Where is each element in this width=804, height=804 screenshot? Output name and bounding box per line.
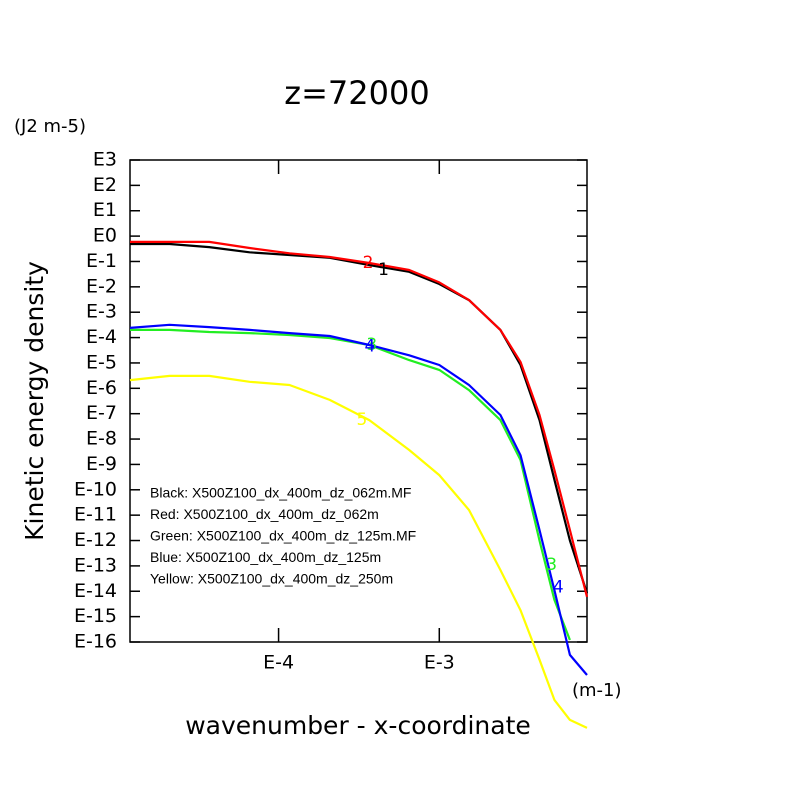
curve-label: 5 <box>356 410 367 430</box>
y-tick-label: E-9 <box>86 453 117 475</box>
series-line <box>130 328 571 641</box>
legend-entry: Green: X500Z100_dx_400m_dz_125m.MF <box>150 528 416 544</box>
y-tick-label: E1 <box>93 199 117 221</box>
curve-label: 4 <box>553 578 564 598</box>
y-tick-label: E-15 <box>74 605 117 627</box>
y-tick-label: E-2 <box>86 275 117 297</box>
y-tick-label: E-12 <box>74 529 117 551</box>
x-tick-label: E-4 <box>263 652 294 674</box>
curve-label: 2 <box>363 253 374 273</box>
y-tick-label: E-10 <box>74 478 117 500</box>
series-line <box>129 374 588 729</box>
y-tick-label: E-3 <box>86 301 117 323</box>
legend-entry: Yellow: X500Z100_dx_400m_dz_250m <box>150 571 393 587</box>
curve-label: 4 <box>364 336 375 356</box>
y-tick-label: E-14 <box>74 580 117 602</box>
y-tick-label: E-16 <box>74 631 117 653</box>
legend-entry: Red: X500Z100_dx_400m_dz_062m <box>150 506 379 522</box>
series-line <box>130 242 589 594</box>
x-tick-label: E-3 <box>424 652 455 674</box>
y-tick-label: E-8 <box>86 428 117 450</box>
chart-title: z=72000 <box>284 74 429 112</box>
y-axis-label: Kinetic energy density <box>20 261 49 541</box>
series-line <box>129 323 588 676</box>
y-tick-label: E-11 <box>74 504 117 526</box>
y-tick-label: E-4 <box>86 326 117 348</box>
x-axis-label: wavenumber - x-coordinate <box>185 711 531 740</box>
y-tick-label: E-5 <box>86 351 117 373</box>
legend-entry: Blue: X500Z100_dx_400m_dz_125m <box>150 549 381 565</box>
y-tick-label: E0 <box>93 225 117 247</box>
y-tick-label: E-7 <box>86 402 117 424</box>
y-tick-label: E-1 <box>86 250 117 272</box>
x-unit: (m-1) <box>572 680 622 701</box>
y-tick-label: E-13 <box>74 554 117 576</box>
y-tick-label: E2 <box>93 174 117 196</box>
curve-label: 3 <box>546 555 557 575</box>
y-tick-label: E-6 <box>86 377 117 399</box>
legend-entry: Black: X500Z100_dx_400m_dz_062m.MF <box>150 485 411 501</box>
curve-label: 1 <box>378 260 389 280</box>
y-unit: (J2 m-5) <box>14 116 86 137</box>
series-line <box>130 240 589 598</box>
curve-label: 3 <box>366 335 377 355</box>
y-tick-label: E3 <box>93 149 117 171</box>
plot-frame <box>129 159 588 643</box>
